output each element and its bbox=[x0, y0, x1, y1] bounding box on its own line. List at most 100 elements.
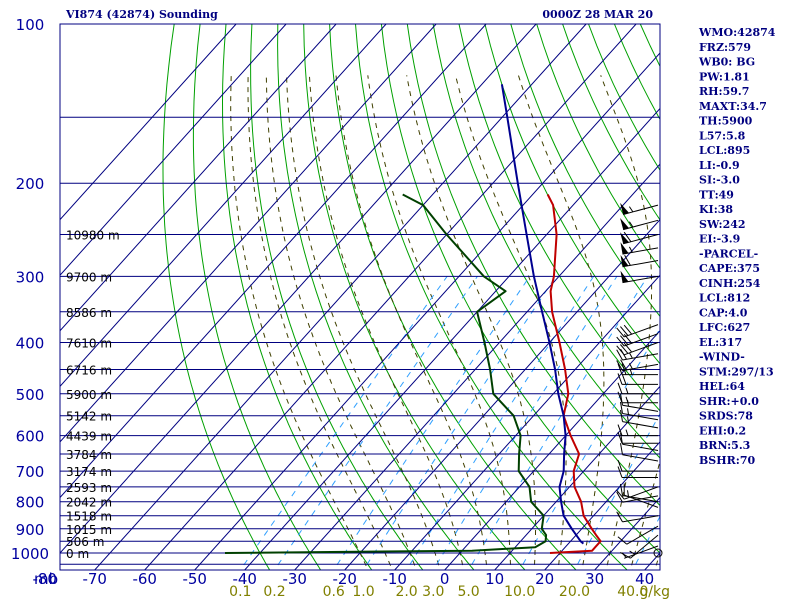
isotherm bbox=[94, 24, 587, 570]
pressure-tick-label: 800 bbox=[16, 494, 45, 512]
mixing-ratio-line bbox=[239, 276, 448, 570]
barb-staff bbox=[622, 515, 659, 523]
barb-staff bbox=[624, 333, 659, 347]
index-value: EL:317 bbox=[699, 336, 742, 349]
barb-flag bbox=[620, 443, 623, 455]
barb-half-flag bbox=[628, 221, 634, 228]
barb-staff bbox=[623, 219, 659, 231]
barb-half-flag bbox=[625, 396, 629, 403]
isotherm bbox=[444, 330, 660, 570]
barb-staff bbox=[623, 204, 659, 215]
temperature-tick-label: -20 bbox=[332, 570, 357, 588]
pressure-tick-label: 200 bbox=[16, 175, 45, 193]
wind-barb bbox=[617, 382, 658, 395]
pressure-tick-label: 500 bbox=[16, 386, 45, 404]
index-value: LI:-0.9 bbox=[699, 159, 740, 172]
pressure-tick-label: 1000 bbox=[11, 545, 49, 563]
wind-barb bbox=[617, 363, 658, 376]
pressure-tick-label: 600 bbox=[16, 428, 45, 446]
index-value: STM:297/13 bbox=[699, 365, 774, 378]
mixing-ratio-tick-label: 20.0 bbox=[559, 584, 590, 600]
temperature-tick-label: 40 bbox=[635, 570, 654, 588]
sounding-datetime: 0000Z 28 MAR 20 bbox=[542, 8, 653, 21]
wind-barb bbox=[620, 202, 659, 215]
dry-adiabat bbox=[613, 24, 660, 121]
barb-flag bbox=[617, 382, 623, 394]
dry-adiabat bbox=[192, 24, 322, 570]
index-value: PW:1.81 bbox=[699, 70, 750, 83]
barb-staff bbox=[622, 443, 659, 451]
dry-adiabat bbox=[303, 24, 526, 570]
barb-half-flag bbox=[628, 363, 633, 370]
moist-adiabat bbox=[286, 75, 441, 570]
moist-adiabat bbox=[600, 75, 653, 570]
index-value: SI:-3.0 bbox=[699, 174, 740, 187]
dry-adiabat bbox=[587, 24, 660, 172]
height-label: 0 m bbox=[66, 547, 89, 561]
index-value: MAXT:34.7 bbox=[699, 100, 767, 113]
temperature-tick-label: -40 bbox=[232, 570, 257, 588]
wind-barb bbox=[616, 333, 659, 347]
barb-flag bbox=[621, 373, 627, 385]
temperature-tick-label: -80 bbox=[32, 570, 57, 588]
isotherm bbox=[344, 218, 660, 570]
barb-flag bbox=[620, 401, 623, 414]
height-label: 6716 m bbox=[66, 364, 112, 378]
dewpoint-profile bbox=[224, 193, 548, 554]
temperature-tick-label: 20 bbox=[535, 570, 554, 588]
wind-barb bbox=[616, 511, 659, 523]
height-label: 4439 m bbox=[66, 430, 112, 444]
wind-barb bbox=[620, 443, 659, 462]
mixing-ratio-tick-label: 0.2 bbox=[263, 584, 285, 600]
moist-adiabat bbox=[455, 75, 567, 570]
barb-flag bbox=[620, 359, 627, 371]
station-title: VI874 (42874) Sounding bbox=[65, 8, 218, 21]
dry-adiabat bbox=[484, 24, 660, 365]
pressure-tick-label: 300 bbox=[16, 268, 45, 286]
barb-pennant bbox=[620, 242, 629, 255]
isotherm bbox=[60, 24, 387, 388]
wind-barb bbox=[616, 348, 659, 361]
dry-adiabat bbox=[250, 24, 424, 570]
barb-flag bbox=[616, 349, 623, 361]
height-label: 1015 m bbox=[66, 523, 112, 537]
barb-pennant bbox=[620, 202, 629, 215]
barb-staff bbox=[622, 421, 659, 429]
barb-half-flag bbox=[628, 246, 633, 253]
profile-curves bbox=[224, 84, 602, 554]
height-label: 5142 m bbox=[66, 410, 112, 424]
wind-barb bbox=[617, 391, 658, 404]
isotherm bbox=[60, 24, 487, 499]
pressure-tick-label: 900 bbox=[16, 521, 45, 539]
barb-flag bbox=[616, 491, 623, 503]
temperature-tick-label: -60 bbox=[132, 570, 157, 588]
barb-flag bbox=[617, 536, 628, 545]
isotherm bbox=[60, 24, 437, 443]
wind-barb bbox=[617, 459, 658, 472]
height-label: 3784 m bbox=[66, 448, 112, 462]
wind-barb bbox=[620, 410, 659, 429]
index-value: HEL:64 bbox=[699, 380, 745, 393]
isotherm bbox=[60, 24, 287, 276]
index-value: LFC:627 bbox=[699, 321, 750, 334]
wind-barb bbox=[616, 491, 659, 503]
wind-barb bbox=[617, 525, 659, 545]
temperature-profile bbox=[546, 194, 602, 554]
index-value: CINH:254 bbox=[699, 277, 761, 290]
index-value: -PARCEL- bbox=[699, 247, 758, 260]
dry-adiabat bbox=[562, 24, 660, 221]
index-value: WMO:42874 bbox=[698, 26, 776, 39]
barb-half-flag bbox=[627, 416, 629, 423]
temperature-tick-label: -10 bbox=[382, 570, 407, 588]
barb-flag bbox=[617, 373, 623, 385]
mixing-ratio-tick-label: 1.0 bbox=[352, 584, 374, 600]
barb-flag bbox=[623, 231, 632, 243]
barb-flag bbox=[617, 424, 623, 436]
barb-flag bbox=[617, 363, 623, 375]
isotherm bbox=[60, 24, 237, 221]
mixing-ratio-tick-label: 40.0 bbox=[617, 584, 648, 600]
index-value: LCL:812 bbox=[699, 292, 750, 305]
index-value: WB0: BG bbox=[698, 56, 755, 69]
